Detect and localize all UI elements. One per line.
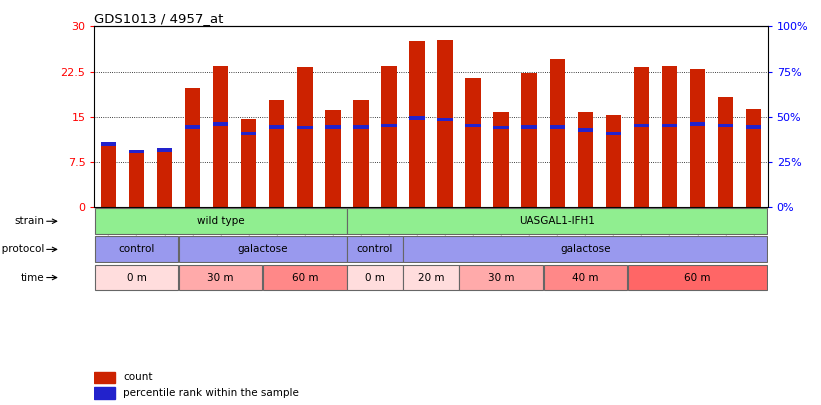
Text: strain: strain [14, 216, 44, 226]
Bar [662, 124, 677, 128]
Bar [213, 122, 228, 126]
Bar [662, 66, 677, 207]
Text: wild type: wild type [197, 216, 245, 226]
Bar [410, 116, 424, 119]
Bar [241, 132, 256, 135]
Bar [381, 124, 397, 128]
Bar [157, 151, 172, 207]
Bar [628, 264, 768, 290]
Bar [549, 60, 565, 207]
Text: 60 m: 60 m [291, 273, 318, 283]
Bar [297, 67, 313, 207]
Text: 30 m: 30 m [208, 273, 234, 283]
Bar [353, 100, 369, 207]
Text: galactose: galactose [560, 244, 611, 254]
Bar [213, 66, 228, 207]
Bar [746, 109, 761, 207]
Bar [185, 126, 200, 129]
Bar [347, 237, 402, 262]
Bar [101, 142, 116, 145]
Bar [460, 264, 543, 290]
Bar [466, 124, 481, 128]
Bar [353, 126, 369, 129]
Bar [466, 78, 481, 207]
Bar [544, 264, 627, 290]
Bar [179, 237, 346, 262]
Bar [718, 124, 733, 128]
Text: 30 m: 30 m [488, 273, 515, 283]
Bar [438, 118, 452, 122]
Bar [297, 126, 313, 129]
Bar [325, 110, 341, 207]
Bar [410, 41, 424, 207]
Bar [690, 68, 705, 207]
Bar [94, 264, 178, 290]
Text: 0 m: 0 m [126, 273, 146, 283]
Bar [269, 100, 284, 207]
Bar [634, 67, 649, 207]
Bar [634, 124, 649, 128]
Bar [325, 126, 341, 129]
Bar [263, 264, 346, 290]
Bar [606, 132, 621, 135]
Text: 0 m: 0 m [365, 273, 385, 283]
Bar [549, 126, 565, 129]
Text: 60 m: 60 m [684, 273, 711, 283]
Bar [185, 88, 200, 207]
Bar [606, 115, 621, 207]
Text: time: time [21, 273, 44, 283]
Text: galactose: galactose [237, 244, 288, 254]
Bar [94, 237, 178, 262]
Text: control: control [357, 244, 393, 254]
Bar [94, 387, 115, 399]
Bar [94, 208, 346, 234]
Text: GDS1013 / 4957_at: GDS1013 / 4957_at [94, 12, 224, 25]
Bar [403, 237, 768, 262]
Bar [157, 148, 172, 151]
Bar [493, 126, 509, 129]
Text: 40 m: 40 m [572, 273, 599, 283]
Bar [129, 153, 144, 207]
Bar [578, 128, 593, 132]
Bar [269, 126, 284, 129]
Bar [438, 40, 452, 207]
Bar [381, 66, 397, 207]
Bar [347, 208, 768, 234]
Bar [94, 372, 115, 383]
Text: count: count [123, 373, 153, 382]
Bar [129, 150, 144, 153]
Bar [521, 126, 537, 129]
Text: UASGAL1-IFH1: UASGAL1-IFH1 [520, 216, 595, 226]
Bar [746, 126, 761, 129]
Bar [690, 122, 705, 126]
Bar [179, 264, 263, 290]
Text: growth protocol: growth protocol [0, 244, 44, 254]
Bar [493, 112, 509, 207]
Bar [521, 73, 537, 207]
Bar [578, 112, 593, 207]
Bar [347, 264, 402, 290]
Text: percentile rank within the sample: percentile rank within the sample [123, 388, 299, 398]
Text: control: control [118, 244, 154, 254]
Bar [241, 119, 256, 207]
Bar [101, 142, 116, 207]
Bar [403, 264, 459, 290]
Bar [718, 97, 733, 207]
Text: 20 m: 20 m [418, 273, 444, 283]
